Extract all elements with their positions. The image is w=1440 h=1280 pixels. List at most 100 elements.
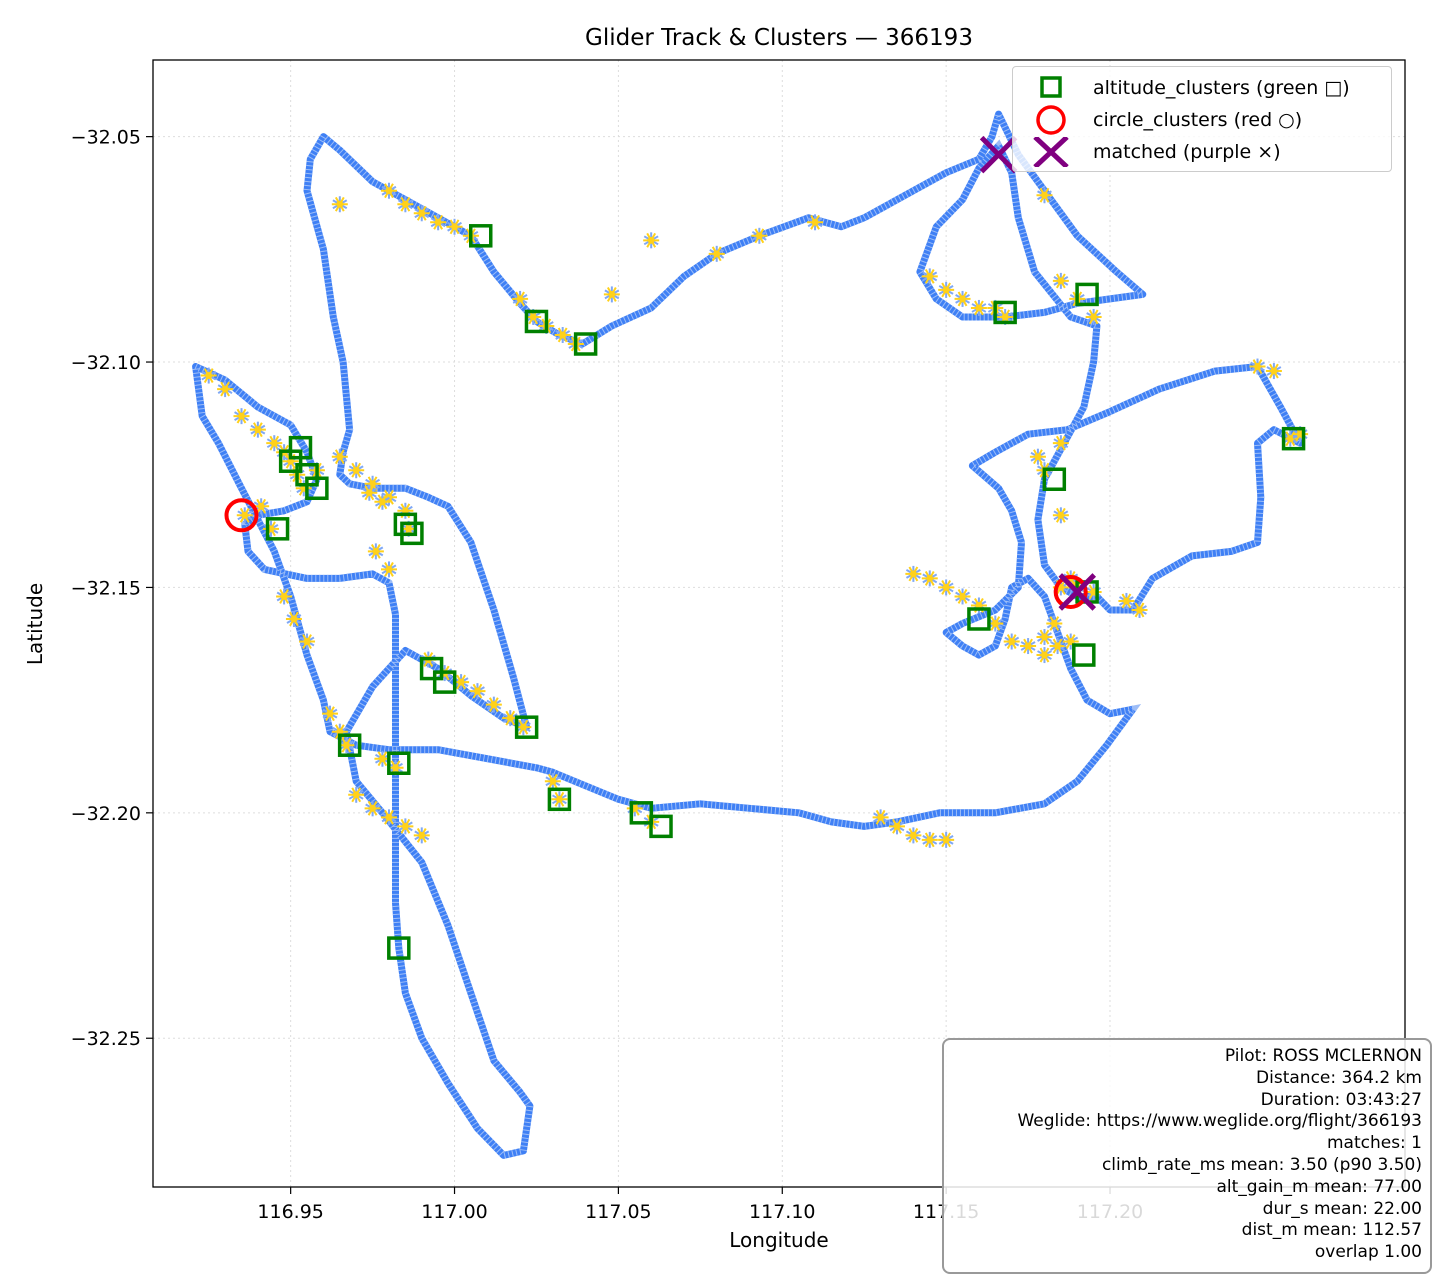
- climb-point-core: [529, 313, 537, 321]
- climb-point: [413, 827, 430, 844]
- climb-point: [987, 615, 1004, 632]
- flight-track: [192, 104, 1309, 1160]
- track-texture: [192, 104, 1309, 1160]
- climb-point-core: [336, 200, 344, 208]
- legend-item-matched: matched (purple ×): [1023, 137, 1281, 167]
- climb-point-core: [434, 218, 442, 226]
- climb-point: [374, 493, 391, 510]
- climb-point: [938, 579, 955, 596]
- climb-point-core: [713, 250, 721, 258]
- climb-point-core: [1054, 642, 1062, 650]
- flight-info-box: Pilot: ROSS MCLERNON Distance: 364.2 km …: [942, 1038, 1432, 1274]
- climb-point-core: [401, 822, 409, 830]
- altitude-cluster-marker: [387, 936, 411, 960]
- climb-point-core: [1122, 597, 1130, 605]
- climb-point-core: [473, 687, 481, 695]
- x-axis-label: Longitude: [729, 1228, 828, 1252]
- chart-title: Glider Track & Clusters — 366193: [585, 25, 973, 51]
- matched-markers: [979, 135, 1097, 611]
- climb-point: [331, 448, 348, 465]
- climb-point: [554, 326, 571, 343]
- climb-point-core: [909, 831, 917, 839]
- info-distance: Distance: 364.2 km: [1256, 1067, 1422, 1088]
- red-circle-icon: [1036, 105, 1066, 135]
- climb-point: [380, 182, 397, 199]
- legend-item-altitude: altitude_clusters (green □): [1023, 73, 1350, 103]
- purple-x-icon: [1033, 137, 1069, 167]
- info-pilot: Pilot: ROSS MCLERNON: [1224, 1046, 1422, 1066]
- climb-point-core: [1057, 439, 1065, 447]
- climb-point-core: [257, 502, 265, 510]
- climb-point-core: [270, 439, 278, 447]
- legend-label: altitude_clusters (green □): [1093, 77, 1350, 99]
- climb-point-core: [290, 615, 298, 623]
- climb-point: [430, 214, 447, 231]
- y-tick-label: −32.25: [71, 1028, 141, 1050]
- climb-point: [299, 633, 316, 650]
- climb-point-core: [942, 583, 950, 591]
- altitude-cluster-marker: [524, 309, 549, 334]
- altitude-cluster-marker: [1072, 643, 1096, 667]
- climb-point-core: [519, 723, 527, 731]
- climb-point: [331, 723, 348, 740]
- climb-point: [1003, 633, 1020, 650]
- climb-point: [413, 205, 430, 222]
- climb-point-core: [991, 620, 999, 627]
- climb-point: [364, 800, 381, 817]
- climb-point-core: [369, 480, 377, 488]
- climb-point: [1046, 615, 1063, 632]
- altitude-cluster-marker: [468, 224, 493, 248]
- climb-point-core: [401, 200, 409, 208]
- climb-point-core: [1067, 638, 1075, 646]
- climb-point: [1085, 308, 1102, 325]
- climb-point: [364, 475, 381, 492]
- climb-point-core: [811, 218, 819, 226]
- green-square-icon: [1040, 76, 1062, 98]
- altitude-cluster-marker: [305, 476, 329, 501]
- altitude-cluster-marker: [278, 449, 303, 473]
- climb-point: [380, 809, 397, 826]
- climb-point: [380, 561, 397, 578]
- info-overlap: overlap 1.00: [1314, 1242, 1422, 1263]
- climb-point-core: [237, 412, 245, 420]
- climb-point: [276, 588, 293, 605]
- matched-marker: [979, 135, 1018, 174]
- altitude-cluster-marker: [1281, 426, 1306, 451]
- climb-point-core: [755, 232, 763, 240]
- climb-point: [348, 786, 365, 803]
- altitude-cluster-marker: [629, 801, 654, 825]
- climb-point-core: [352, 791, 360, 799]
- climb-point: [1020, 638, 1037, 655]
- y-axis-ticks: −32.05 −32.10 −32.15 −32.20 −32.25: [71, 127, 153, 1050]
- climb-point: [938, 281, 955, 298]
- climb-point-core: [241, 511, 249, 519]
- climb-point-core: [405, 525, 413, 533]
- legend-label: matched (purple ×): [1093, 141, 1281, 163]
- x-tick-label: 117.05: [585, 1201, 651, 1223]
- climb-point-core: [975, 601, 983, 609]
- x-tick-label: 116.95: [257, 1201, 323, 1223]
- y-axis-label: Latitude: [23, 583, 47, 665]
- climb-point-core: [336, 453, 344, 461]
- climb-point-core: [342, 741, 350, 749]
- climb-point: [321, 705, 338, 722]
- x-tick-label: 117.10: [749, 1201, 815, 1223]
- climb-point: [888, 818, 905, 835]
- climb-point-core: [959, 295, 967, 303]
- climb-point: [266, 435, 283, 452]
- climb-point: [1029, 448, 1046, 465]
- climb-point: [970, 299, 987, 316]
- altitude-cluster-marker: [573, 332, 598, 356]
- climb-point-core: [942, 836, 950, 844]
- altitude-cluster-marker: [993, 300, 1017, 325]
- info-climb-rate: climb_rate_ms mean: 3.50 (p90 3.50): [1101, 1154, 1422, 1175]
- climb-point: [603, 286, 620, 303]
- climb-point: [1036, 647, 1053, 664]
- climb-point: [469, 683, 486, 700]
- climb-point-core: [549, 777, 557, 785]
- climb-point: [1036, 187, 1053, 204]
- climb-point-core: [352, 466, 360, 474]
- climb-point: [921, 268, 938, 285]
- climb-point: [515, 719, 532, 736]
- altitude-cluster-marker: [649, 814, 673, 839]
